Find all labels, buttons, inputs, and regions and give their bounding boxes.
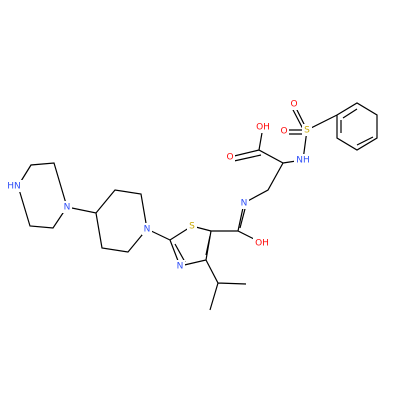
atom-label: O	[280, 127, 287, 137]
label-bg	[302, 124, 312, 136]
atom-label: S	[304, 126, 310, 136]
atom-label: OH	[255, 239, 269, 249]
atom-label: N	[144, 225, 151, 235]
label-bg	[142, 223, 152, 235]
atom-label: S	[189, 222, 195, 232]
label-bg	[7, 180, 27, 192]
label-bg	[254, 121, 272, 133]
atom-label: N	[241, 199, 248, 209]
atom-label: HN	[7, 182, 21, 192]
atom-label: N	[177, 262, 184, 272]
label-bg	[175, 260, 185, 272]
atom-labels: HN N N S N N OH O OH NH S O O	[7, 98, 312, 272]
label-bg	[253, 237, 271, 249]
label-bg	[62, 201, 72, 213]
label-bg	[279, 124, 289, 136]
atom-label: N	[64, 203, 71, 213]
atom-label: NH	[296, 156, 310, 166]
atom-label: OH	[256, 123, 270, 133]
label-bg	[294, 154, 312, 166]
atom-label: O	[226, 153, 233, 163]
label-bg	[225, 151, 235, 163]
label-bg	[239, 197, 249, 209]
label-bg	[187, 220, 197, 232]
double-bonds	[174, 105, 374, 263]
label-bg	[289, 98, 299, 110]
atom-label: O	[290, 100, 297, 110]
